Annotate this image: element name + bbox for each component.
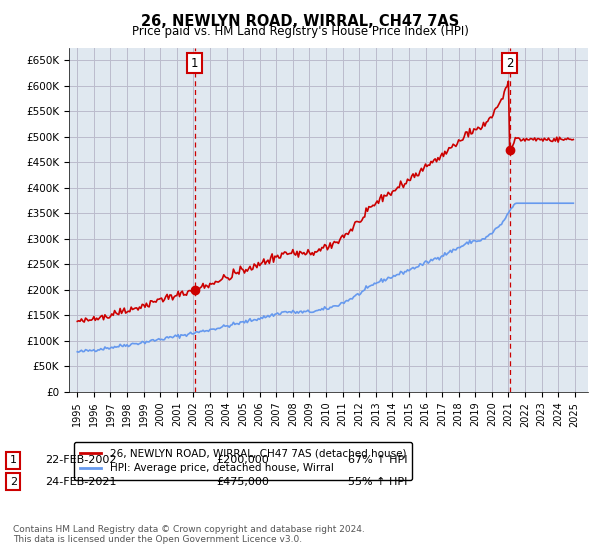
Text: 1: 1 — [10, 455, 17, 465]
Text: 22-FEB-2002: 22-FEB-2002 — [45, 455, 116, 465]
Text: 67% ↑ HPI: 67% ↑ HPI — [348, 455, 407, 465]
Text: 1: 1 — [191, 57, 199, 69]
Text: 2: 2 — [10, 477, 17, 487]
Text: £475,000: £475,000 — [216, 477, 269, 487]
Text: 55% ↑ HPI: 55% ↑ HPI — [348, 477, 407, 487]
Text: 26, NEWLYN ROAD, WIRRAL, CH47 7AS: 26, NEWLYN ROAD, WIRRAL, CH47 7AS — [141, 14, 459, 29]
Text: 24-FEB-2021: 24-FEB-2021 — [45, 477, 116, 487]
Text: £200,000: £200,000 — [216, 455, 269, 465]
Text: 2: 2 — [506, 57, 514, 69]
Text: Price paid vs. HM Land Registry's House Price Index (HPI): Price paid vs. HM Land Registry's House … — [131, 25, 469, 38]
Legend: 26, NEWLYN ROAD, WIRRAL, CH47 7AS (detached house), HPI: Average price, detached: 26, NEWLYN ROAD, WIRRAL, CH47 7AS (detac… — [74, 442, 412, 480]
Text: Contains HM Land Registry data © Crown copyright and database right 2024.
This d: Contains HM Land Registry data © Crown c… — [13, 525, 365, 544]
